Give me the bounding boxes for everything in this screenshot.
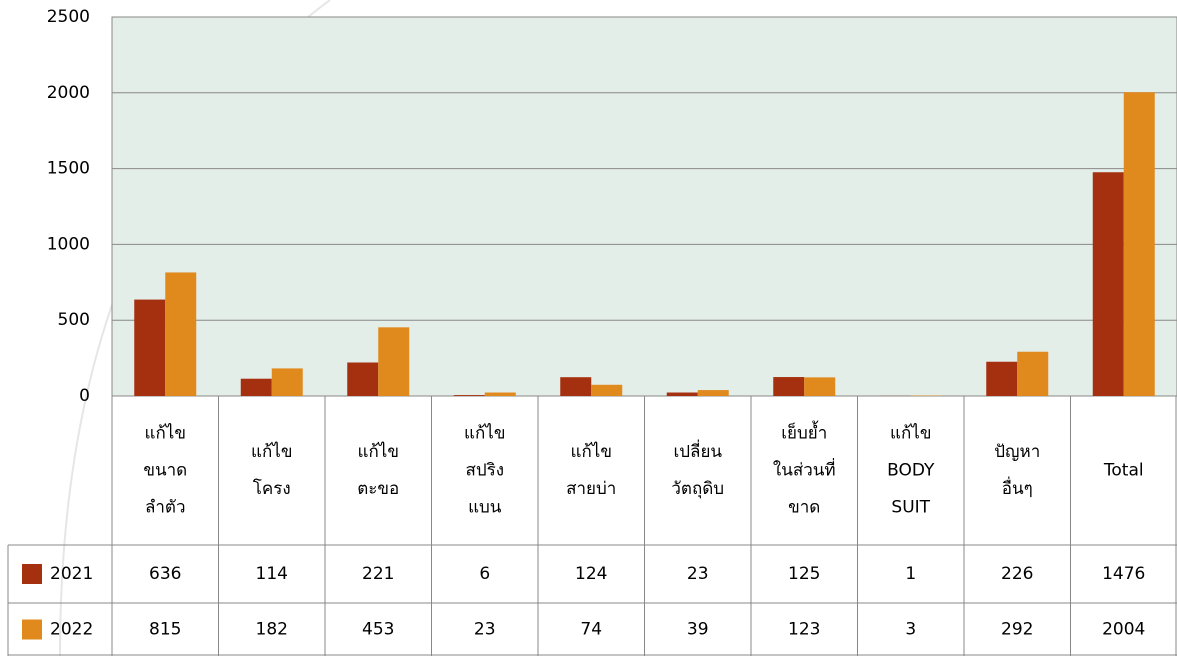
x-tick-label: สายบ่า (566, 479, 616, 499)
table-value: 453 (362, 620, 394, 640)
x-tick-label: ตะขอ (357, 479, 399, 499)
x-tick-label: ปัญหา (994, 442, 1040, 462)
table-value: 226 (1001, 564, 1033, 584)
table-value: 123 (788, 620, 820, 640)
legend-label: 2022 (50, 620, 93, 640)
x-tick-label: แก้ไข (571, 441, 612, 462)
x-tick-label: ในส่วนที่ (773, 458, 836, 481)
table-value: 1476 (1102, 564, 1145, 584)
plot-area (111, 16, 1177, 397)
x-tick-label: BODY (887, 461, 935, 481)
x-tick-label: แก้ไข (464, 423, 505, 444)
legend-label: 2021 (50, 564, 93, 584)
y-tick-label: 500 (58, 310, 90, 330)
bar (1123, 92, 1155, 396)
table-value: 292 (1001, 620, 1033, 640)
x-tick-label: เย็บย้ำ (781, 421, 827, 444)
x-tick-label: แบน (468, 498, 502, 518)
x-tick-label: เปลี่ยน (673, 439, 722, 462)
table-value: 23 (474, 620, 496, 640)
x-tick-label: แก้ไข (145, 423, 186, 444)
bar (453, 395, 485, 396)
bar (560, 377, 592, 396)
x-tick-label: แก้ไข (251, 441, 292, 462)
table-value: 124 (575, 564, 607, 584)
table-value: 23 (687, 564, 709, 584)
table-value: 221 (362, 564, 394, 584)
bar (378, 327, 410, 396)
table-value: 815 (149, 620, 181, 640)
x-tick-label: Total (1103, 461, 1144, 481)
x-tick-label: แก้ไข (358, 441, 399, 462)
bar (1092, 172, 1124, 396)
x-tick-label: อื่นๆ (1002, 476, 1033, 499)
bar (1017, 351, 1049, 396)
table-value: 39 (687, 620, 709, 640)
table-value: 636 (149, 564, 181, 584)
table-value: 1 (905, 564, 916, 584)
table-value: 125 (788, 564, 820, 584)
y-tick-label: 2000 (47, 83, 90, 103)
table-value: 2004 (1102, 620, 1145, 640)
bar (666, 392, 698, 396)
bar (986, 361, 1018, 396)
table-value: 3 (905, 620, 916, 640)
y-tick-label: 1500 (47, 159, 90, 179)
y-tick-label: 1000 (47, 234, 90, 254)
bar (484, 392, 516, 396)
x-tick-label: ลำตัว (145, 498, 186, 518)
x-tick-label: แก้ไข (890, 423, 931, 444)
x-tick-label: ขาด (788, 498, 820, 518)
table-value: 74 (580, 620, 602, 640)
legend-key (22, 564, 42, 584)
legend-key (22, 619, 42, 640)
bar (271, 368, 303, 396)
bar (697, 390, 729, 396)
table-value: 6 (479, 564, 490, 584)
bar (773, 377, 805, 396)
table-value: 114 (256, 564, 288, 584)
table-value: 182 (256, 620, 288, 640)
bar (591, 384, 623, 396)
bar (804, 377, 836, 396)
bar (347, 362, 379, 396)
x-tick-label: สปริง (465, 461, 504, 481)
x-tick-label: โครง (253, 478, 291, 499)
bar (165, 272, 197, 396)
bar (240, 378, 272, 396)
x-tick-label: SUIT (891, 498, 930, 518)
y-tick-label: 0 (79, 386, 90, 406)
bar (134, 299, 166, 396)
x-tick-label: ขนาด (143, 461, 187, 481)
x-tick-label: วัตถุดิบ (671, 479, 724, 499)
y-tick-label: 2500 (47, 7, 90, 27)
